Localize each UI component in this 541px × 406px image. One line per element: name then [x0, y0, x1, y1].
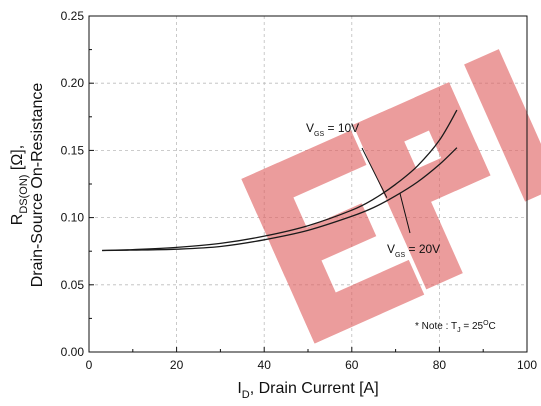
watermark-stroke-3 — [299, 259, 425, 344]
y-tick-label: 0.20 — [61, 76, 85, 90]
y-tick-label: 0.15 — [61, 143, 85, 157]
note-pre: * Note : T — [415, 321, 457, 332]
x-tick-label: 20 — [170, 358, 184, 372]
x-axis-label-sub: D — [242, 389, 250, 401]
annotation-arrow-0 — [361, 147, 388, 198]
note-post: C — [489, 321, 496, 332]
note-sub: J — [457, 327, 461, 334]
x-axis-label-main: I — [237, 380, 241, 397]
axis-ticks — [88, 15, 528, 353]
watermark-stroke-1 — [241, 130, 367, 214]
annotations-layer: VGS = 10V VGS = 20V — [306, 121, 440, 259]
note-sup: O — [483, 320, 489, 327]
series-layer — [102, 109, 458, 252]
x-tick-label: 40 — [258, 358, 272, 372]
watermark-stroke-8 — [464, 49, 541, 202]
x-tick-label: 100 — [517, 358, 537, 372]
series-line-1 — [102, 147, 458, 252]
watermark-stroke-2 — [270, 203, 377, 277]
y-axis-label-line1: RDS(ON) [Ω], — [9, 145, 30, 225]
annotation-label-0: VGS = 10V — [306, 121, 359, 138]
y-axis-label-line2: Drain-Source On-Resistance — [29, 83, 46, 288]
note-text: * Note : TJ = 25OC — [415, 320, 496, 334]
annotation-label-1: VGS = 20V — [387, 242, 440, 259]
y-tick-label: 0.25 — [61, 9, 85, 23]
axis-tick-labels: 0 20 40 60 80 100 0.00 0.05 0.10 0.15 0.20 0.25 — [61, 9, 538, 372]
watermark-stroke-7 — [379, 142, 491, 219]
y-tick-label: 0.00 — [61, 345, 85, 359]
y-axis-label-rest: [Ω], — [9, 145, 26, 175]
x-axis-label: ID, Drain Current [A] — [237, 380, 378, 401]
y-axis-label-sub: DS(ON) — [18, 175, 30, 214]
x-axis-label-rest: , Drain Current [A] — [250, 380, 379, 397]
note-mid: = 25 — [461, 321, 484, 332]
x-tick-label: 0 — [86, 358, 93, 372]
x-tick-label: 60 — [345, 358, 359, 372]
y-tick-label: 0.05 — [61, 278, 85, 292]
watermark-logo — [241, 49, 541, 344]
y-tick-label: 0.10 — [61, 211, 85, 225]
y-axis-label-main: R — [9, 214, 26, 226]
series-line-0 — [102, 109, 458, 252]
annotation-arrow-1 — [399, 193, 411, 234]
x-tick-label: 80 — [433, 358, 447, 372]
